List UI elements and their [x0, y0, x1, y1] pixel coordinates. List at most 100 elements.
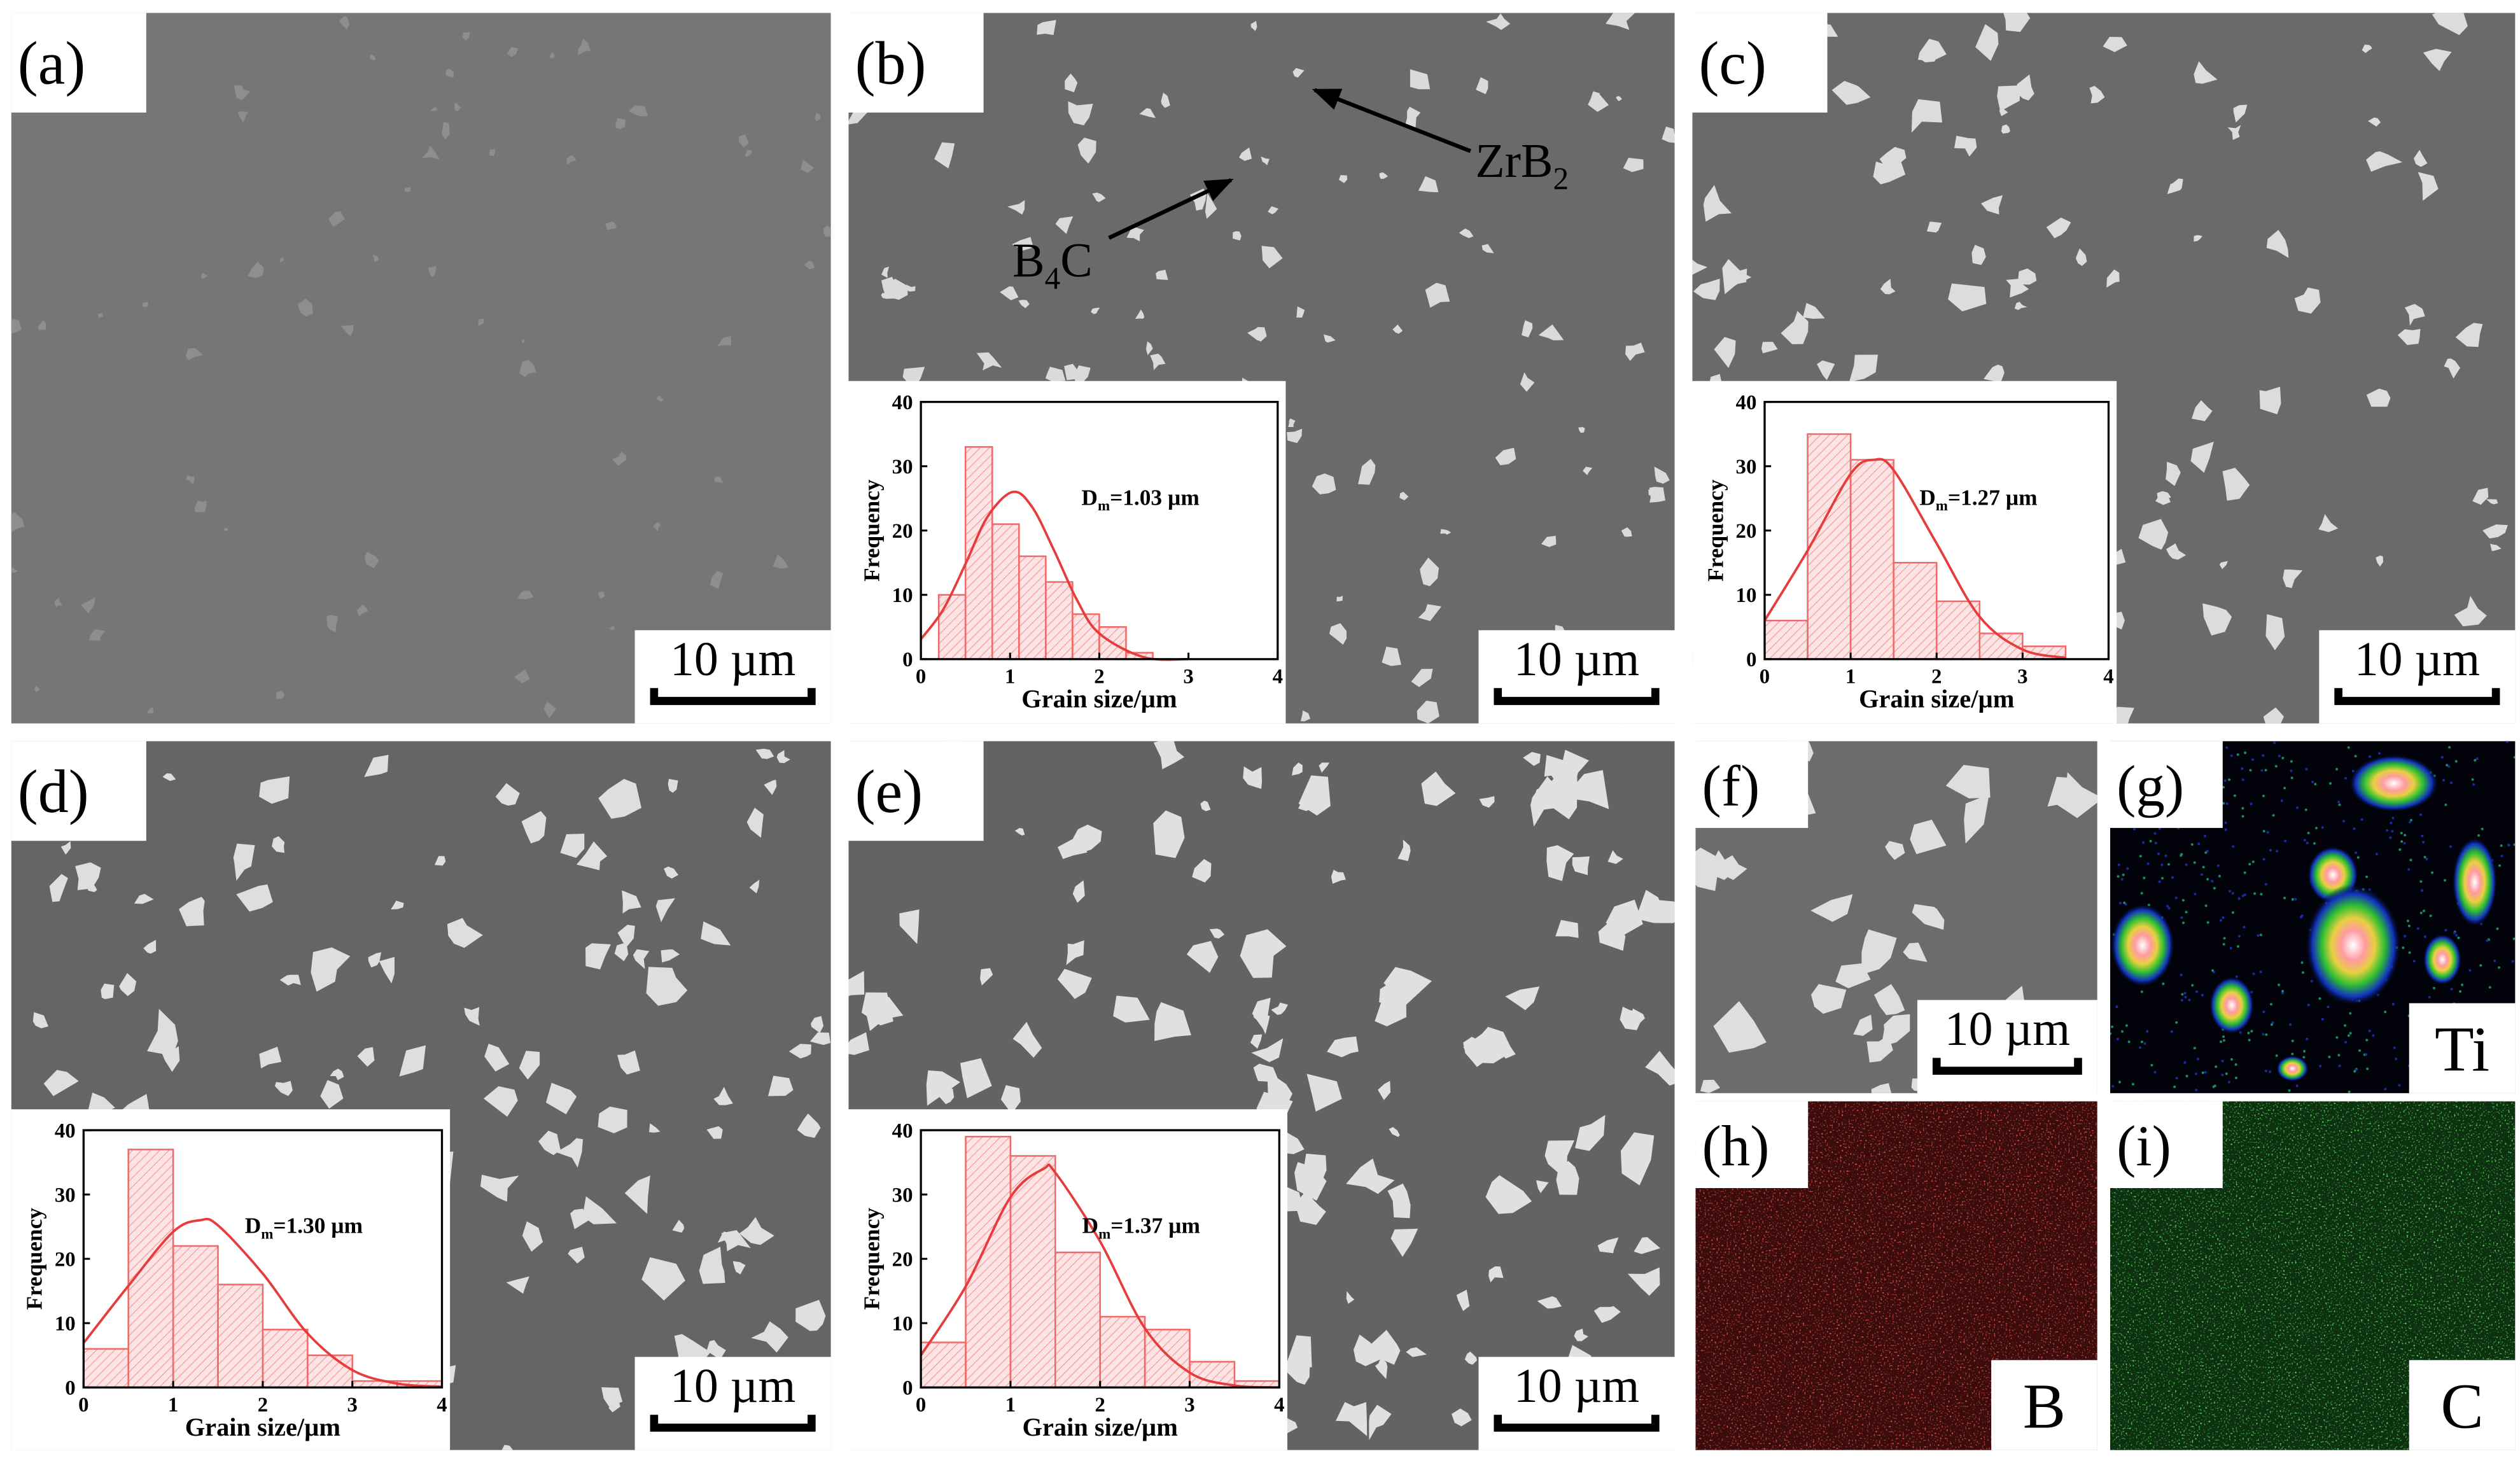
grain [1703, 185, 1732, 222]
y-axis-label: Frequency [1702, 479, 1728, 582]
grain [568, 1247, 585, 1264]
panel-label: (h) [1702, 1114, 1770, 1179]
grain [1319, 762, 1330, 773]
grain [2003, 13, 2031, 32]
eds-speck [2234, 1063, 2237, 1066]
grain [134, 893, 154, 904]
eds-speck [2223, 937, 2226, 940]
grain [543, 701, 556, 718]
eds-speck [2222, 942, 2225, 946]
x-axis-label: Grain size/µm [185, 1413, 340, 1441]
grain [1369, 1404, 1392, 1441]
eds-speck [2275, 1054, 2278, 1057]
text-part: =1.03 µm [1110, 484, 1200, 510]
scale-bar [1494, 688, 1660, 705]
grain [622, 890, 641, 914]
grain [1654, 466, 1670, 484]
grain [142, 302, 148, 308]
bar [1893, 561, 1938, 661]
fit-curve [82, 1217, 442, 1389]
grain [1092, 192, 1106, 202]
eds-speck [2378, 752, 2381, 755]
grain [1253, 1063, 1280, 1082]
grain [1578, 427, 1585, 433]
grain [926, 1070, 960, 1106]
grain [162, 773, 176, 781]
grain [1113, 995, 1150, 1023]
grain [1389, 1126, 1400, 1137]
eds-speck [2236, 945, 2239, 948]
grain [1346, 1291, 1355, 1304]
grain [739, 1217, 774, 1245]
eds-speck [2180, 853, 2183, 856]
grain [1817, 360, 1835, 381]
eds-speck [2365, 875, 2369, 878]
grain [1948, 283, 1987, 312]
eds-speck [2164, 854, 2167, 857]
grain [146, 706, 154, 713]
eds-speck [2472, 783, 2475, 786]
grain [1072, 880, 1085, 903]
element-label: Ti [2435, 1014, 2489, 1085]
grain [2103, 36, 2127, 52]
grain [641, 1257, 685, 1301]
eds-speck [2513, 843, 2516, 846]
grain [1007, 200, 1025, 215]
eds-speck [2264, 1069, 2267, 1072]
grain [848, 970, 865, 997]
grain [1327, 1036, 1359, 1058]
grain [1544, 1140, 1574, 1180]
grain [861, 992, 893, 1026]
bar [1018, 555, 1047, 661]
grain [881, 266, 890, 278]
y-tick-label: 20 [892, 1249, 913, 1271]
eds-speck [2366, 1067, 2369, 1070]
eds-speck [2269, 849, 2272, 852]
eds-speck [2321, 1018, 2324, 1021]
eds-speck [2271, 1021, 2274, 1025]
eds-speck [2384, 1011, 2387, 1014]
eds-speck [2160, 877, 2164, 880]
eds-speck [2429, 914, 2432, 918]
grain [1250, 20, 1257, 31]
grain [1064, 363, 1082, 381]
eds-speck [2305, 767, 2308, 771]
grain [1037, 20, 1056, 36]
grain [521, 811, 547, 844]
grain [1379, 981, 1406, 1005]
x-axis-label: Grain size/µm [1859, 685, 2014, 713]
grain [1464, 1351, 1477, 1365]
eds-speck [2185, 911, 2188, 914]
label-box [848, 741, 984, 841]
grain [608, 1397, 620, 1413]
grain [1975, 24, 1999, 61]
bar [1807, 433, 1852, 661]
grain [390, 900, 404, 910]
grain [1065, 73, 1078, 93]
eds-blob [2209, 976, 2255, 1035]
y-tick-label: 20 [892, 520, 913, 543]
grain [1261, 246, 1283, 269]
grain [2017, 268, 2037, 285]
grain [340, 325, 354, 337]
y-axis-label: Frequency [22, 1208, 47, 1310]
element-label: C [2440, 1370, 2483, 1441]
grain [706, 1126, 723, 1139]
eds-speck [2444, 879, 2447, 882]
eds-speck [2449, 781, 2453, 785]
eds-speck [2398, 1084, 2401, 1087]
grain [745, 150, 752, 157]
eds-speck [2395, 1057, 2398, 1061]
eds-speck [2440, 756, 2444, 759]
grain [1288, 418, 1296, 428]
grain [365, 551, 379, 568]
grain [101, 983, 115, 1000]
eds-speck [2408, 820, 2411, 823]
eds-speck [2422, 841, 2425, 844]
grain [1885, 841, 1905, 860]
eds-speck [2228, 778, 2231, 781]
grain [1154, 1002, 1191, 1041]
grain [764, 780, 777, 795]
grain [1564, 770, 1609, 809]
scale-box [634, 630, 831, 724]
